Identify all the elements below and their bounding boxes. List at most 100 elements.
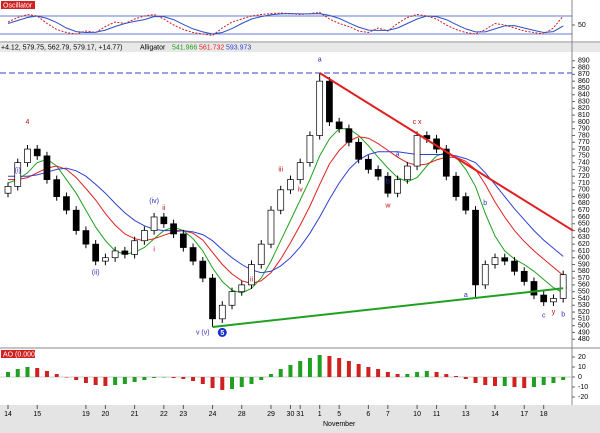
candle-body — [82, 230, 90, 245]
x-tick-label: 20 — [102, 411, 110, 418]
histogram-bar — [132, 377, 137, 382]
histogram-bar — [171, 377, 176, 378]
wave-label: a — [464, 292, 468, 299]
y-tick-label: 850 — [578, 85, 590, 92]
y-tick-label: 840 — [578, 92, 590, 99]
histogram-bar — [561, 377, 566, 380]
histogram-bar — [493, 377, 497, 386]
candle-body — [365, 158, 372, 170]
y-tick-label: 890 — [578, 58, 590, 65]
candle-body — [374, 169, 382, 177]
y-tick-label: 810 — [578, 112, 590, 119]
histogram-bar — [366, 367, 371, 377]
candle-body — [491, 257, 499, 265]
histogram-bar — [337, 358, 342, 377]
histogram-bar — [522, 377, 527, 388]
date-axis-bar — [0, 405, 600, 433]
histogram-bar — [35, 368, 40, 377]
label-box — [1, 1, 35, 9]
y-tick-label: 820 — [578, 105, 590, 112]
x-tick-label: 1 — [318, 411, 322, 418]
candle-body — [413, 135, 421, 167]
y-tick-label: 700 — [578, 187, 590, 194]
candle-body — [63, 196, 70, 211]
histogram-bar — [113, 377, 118, 385]
candle-body — [43, 155, 51, 180]
alligator-line — [8, 151, 564, 274]
histogram-bar — [463, 377, 468, 379]
histogram-bar — [142, 377, 147, 380]
y-tick-label: 510 — [578, 316, 590, 323]
histogram-bar — [512, 377, 517, 387]
wave-label: y — [552, 309, 556, 316]
candle-body — [384, 175, 392, 194]
x-tick-label: 21 — [131, 411, 139, 418]
candle-body — [209, 277, 216, 320]
candle-body — [287, 179, 294, 191]
y-tick-label: 690 — [578, 193, 590, 200]
y-tick-label: 480 — [578, 336, 590, 343]
x-tick-label: 18 — [540, 411, 548, 418]
histogram-bar — [103, 377, 108, 386]
wave-label: b — [483, 200, 487, 207]
histogram-bar — [152, 377, 157, 378]
candle-body — [462, 196, 470, 211]
histogram-bar — [502, 377, 507, 386]
x-tick-label: 6 — [366, 411, 370, 418]
x-tick-label: 24 — [209, 411, 217, 418]
y-tick-label: 720 — [578, 173, 590, 180]
candle-body — [131, 240, 138, 255]
histogram-bar — [122, 377, 127, 384]
histogram-bar — [444, 374, 449, 377]
x-tick-label: 11 — [433, 411, 440, 418]
candle-body — [102, 257, 109, 262]
histogram-bar — [83, 377, 88, 383]
wave-label: w — [384, 202, 391, 209]
x-tick-label: 22 — [160, 411, 168, 418]
candle-body — [403, 165, 411, 180]
wave-label: iii — [278, 166, 283, 173]
wave-label: ii — [162, 205, 166, 212]
wave-label: 5 — [220, 330, 224, 337]
histogram-bar — [191, 377, 196, 381]
candle-body — [228, 291, 236, 306]
candle-body — [111, 250, 119, 259]
wave-label: v (v) — [196, 329, 210, 336]
candle-body — [150, 216, 158, 231]
histogram-bar — [44, 371, 49, 377]
wave-label: (iv) — [149, 198, 159, 205]
candle-body — [121, 250, 129, 255]
histogram-bar — [541, 377, 546, 385]
y-tick-label: 760 — [578, 146, 590, 153]
y-tick-label: 630 — [578, 234, 590, 241]
x-tick-label: 5 — [337, 411, 341, 418]
candle-body — [345, 128, 353, 143]
wave-label: c x — [413, 119, 422, 126]
candle-body — [550, 298, 557, 303]
y-tick-label: 490 — [578, 329, 590, 336]
y-tick-label: 740 — [578, 159, 590, 166]
candle-body — [326, 80, 333, 123]
wave-label: 4 — [26, 119, 30, 126]
y-tick-label: 710 — [578, 180, 590, 187]
candle-body — [257, 243, 265, 265]
x-tick-label: 13 — [462, 411, 470, 418]
histogram-bar — [376, 369, 381, 377]
y-tick-label: 870 — [578, 71, 590, 78]
histogram-bar — [239, 377, 244, 387]
header-bar — [0, 43, 600, 52]
x-tick-label: 7 — [386, 411, 390, 418]
y-tick-label: 530 — [578, 302, 590, 309]
histogram-bar — [395, 374, 400, 377]
x-tick-label: 19 — [82, 411, 90, 418]
candle-body — [394, 179, 401, 194]
wave-label: iv — [298, 187, 304, 194]
candle-body — [296, 162, 304, 180]
histogram-bar — [473, 377, 478, 383]
histogram-bar — [405, 374, 410, 377]
y-tick-label: 790 — [578, 126, 590, 133]
y-tick-label: 600 — [578, 255, 590, 262]
candle-body — [306, 135, 314, 164]
y-tick-label: 500 — [578, 322, 590, 329]
